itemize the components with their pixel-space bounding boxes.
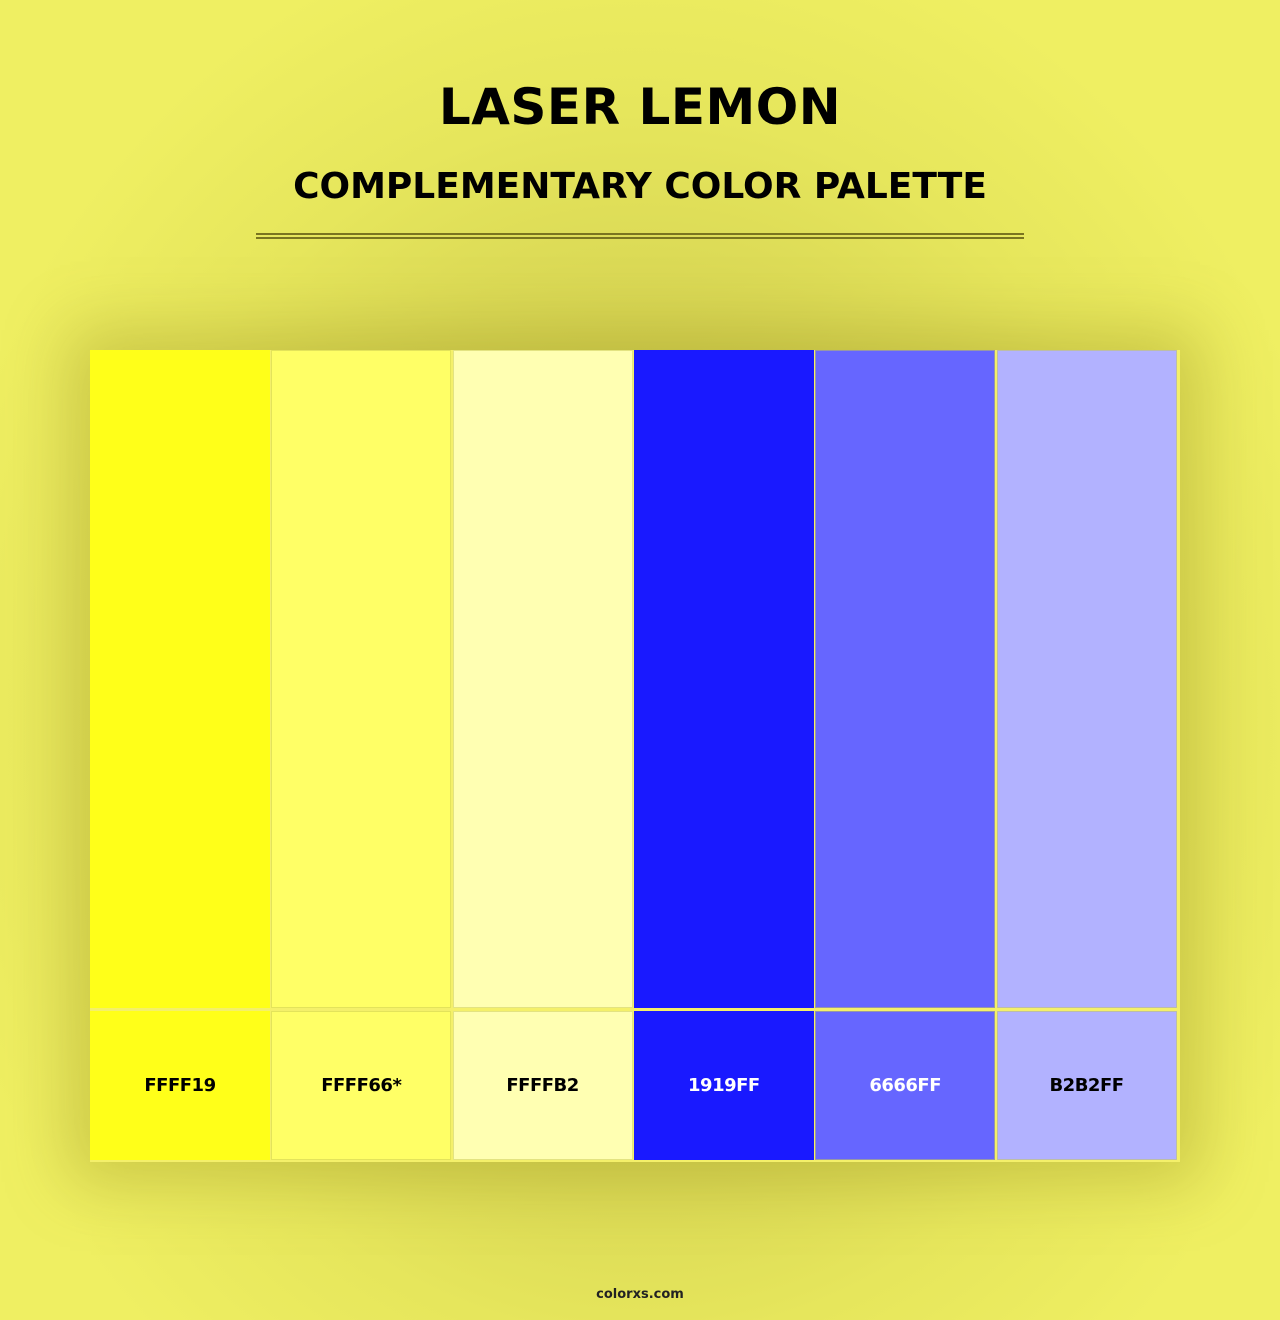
site-credit: colorxs.com (596, 1287, 684, 1302)
palette-swatch-column: 6666FF (815, 350, 996, 1162)
color-swatch[interactable] (452, 350, 633, 1008)
palette-swatch-column: FFFF66* (271, 350, 452, 1162)
palette-swatch-column: FFFFB2 (452, 350, 633, 1162)
color-swatch[interactable] (271, 350, 452, 1008)
hex-label: FFFF19 (90, 1011, 270, 1160)
palette-swatch-column: B2B2FF (996, 350, 1177, 1162)
page-subtitle: COMPLEMENTARY COLOR PALETTE (293, 166, 987, 207)
color-swatch[interactable] (90, 350, 270, 1008)
color-swatch[interactable] (996, 350, 1177, 1008)
palette-swatch-column: FFFF19 (90, 350, 270, 1162)
palette-swatch-column: 1919FF (633, 350, 814, 1162)
palette-card: FFFF19 FFFF66* FFFFB2 1919FF 6666FF B2B2FF (90, 350, 1180, 1162)
hex-label: FFFF66* (271, 1011, 452, 1160)
color-swatch[interactable] (815, 350, 996, 1008)
hex-label: 1919FF (633, 1011, 814, 1160)
hex-label: FFFFB2 (452, 1011, 633, 1160)
hex-label: B2B2FF (996, 1011, 1177, 1160)
hex-label: 6666FF (815, 1011, 996, 1160)
divider (256, 237, 1024, 239)
divider (256, 233, 1024, 235)
page-title: LASER LEMON (438, 78, 842, 136)
color-swatch[interactable] (633, 350, 814, 1008)
